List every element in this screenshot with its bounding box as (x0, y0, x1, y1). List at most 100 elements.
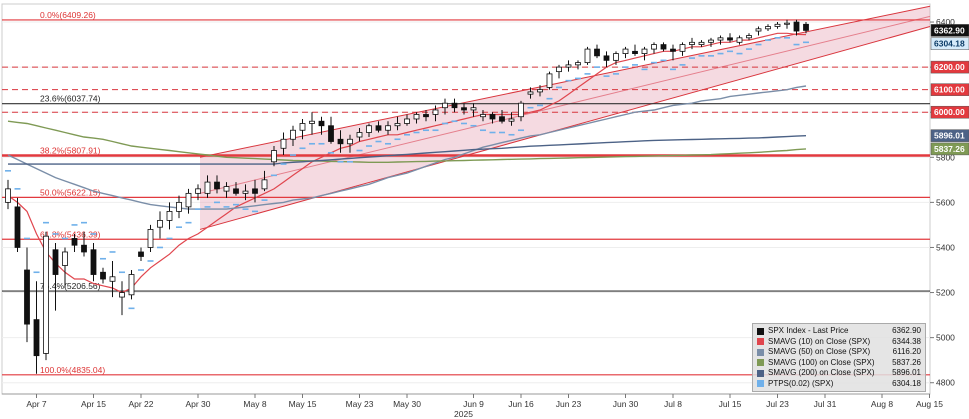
candle (280, 132, 287, 156)
ptps-marker (280, 163, 287, 165)
candle-body (670, 48, 676, 52)
candle-body (442, 102, 448, 109)
candle (318, 116, 325, 135)
x-tick-label: Jul 31 (814, 399, 837, 409)
fib-level-label: 100.0%(4835.04) (40, 365, 105, 375)
candle-body (271, 150, 277, 163)
candle-body (280, 138, 287, 149)
ptps-marker (651, 61, 657, 64)
legend-swatch (757, 359, 764, 367)
candle-body (565, 64, 572, 68)
candle (499, 109, 505, 124)
sma200-tag-text: 5896.01 (934, 131, 965, 141)
sma100-tag-text: 5837.26 (934, 144, 965, 154)
ptps-marker (62, 237, 68, 240)
candle (603, 51, 610, 68)
legend-value: 6344.38 (892, 336, 921, 346)
candle (727, 33, 733, 43)
ptps-tag-box (930, 37, 969, 50)
candle-body (575, 62, 581, 66)
candle (432, 105, 439, 122)
candle (43, 231, 49, 361)
x-year-label: 2025 (454, 409, 473, 419)
candle (347, 134, 353, 153)
candle (660, 42, 667, 52)
candle-body (71, 238, 78, 246)
ptps-marker (746, 48, 752, 50)
candle-body (33, 319, 40, 357)
ptps-marker (81, 221, 87, 224)
y-tick-label: 5200 (936, 288, 955, 298)
legend-value: 5837.26 (892, 357, 921, 367)
candle (784, 19, 790, 29)
candle (717, 35, 724, 45)
candle-body (347, 138, 353, 145)
candle-body (584, 48, 591, 64)
candle (328, 116, 334, 144)
level-tag-text: 6200.00 (934, 62, 965, 72)
legend-label: SMAVG (200) on Close (SPX) (768, 368, 875, 377)
candle-body (527, 91, 534, 95)
ptps-marker (537, 104, 543, 107)
candle-body (62, 251, 68, 266)
candle-body (328, 125, 334, 142)
ptps-marker (328, 151, 334, 154)
ptps-marker (413, 131, 420, 134)
last-price-tag-box (930, 24, 969, 37)
candle-body (299, 123, 306, 131)
candle-body (5, 188, 11, 203)
last-price-tag-text: 6362.90 (934, 25, 965, 35)
candle (423, 109, 429, 122)
candle-body (698, 41, 705, 45)
candle-body (641, 48, 648, 54)
candle (641, 46, 648, 61)
candle (119, 281, 125, 316)
level-tag-box (930, 105, 969, 119)
candle (100, 267, 106, 284)
candle-body (508, 118, 515, 122)
ptps-marker (793, 43, 800, 46)
candle (195, 184, 201, 201)
candle-body (128, 274, 135, 296)
legend-entry-sma50: SMAVG (50) on Close (SPX) 6116.20 (757, 347, 921, 358)
x-tick-label: Jun 16 (508, 399, 534, 409)
candle (366, 123, 372, 138)
ptps-marker (309, 142, 315, 145)
ptps-marker (489, 131, 496, 134)
candle (508, 112, 515, 126)
candle-body (461, 107, 467, 111)
candle (765, 24, 771, 32)
candle (755, 26, 762, 36)
legend-value: 5896.01 (892, 368, 921, 377)
candle (480, 109, 486, 122)
candle (527, 87, 534, 99)
ptps-marker (480, 129, 486, 132)
candle-body (242, 190, 249, 194)
candle (242, 184, 249, 201)
candle-body (43, 235, 49, 354)
fib-level-label: 61.8%(5436.39) (40, 229, 101, 239)
ptps-marker (128, 307, 135, 310)
candle (622, 46, 629, 59)
candle-body (52, 249, 59, 275)
ptps-marker (603, 75, 610, 77)
fib-level-label: 23.6%(6037.74) (40, 94, 101, 104)
candle (109, 260, 116, 298)
ptps-marker (223, 206, 230, 208)
ptps-marker (442, 122, 448, 125)
legend-entry-sma100: SMAVG (100) on Close (SPX) 5837.26 (757, 358, 921, 369)
candle (594, 44, 600, 59)
legend-value: 6116.20 (892, 347, 921, 356)
ptps-marker (43, 221, 49, 224)
legend-entry-ptps: PTPS(0.02) (SPX) 6304.18 (757, 379, 921, 390)
candle (404, 114, 410, 126)
ptps-marker (24, 237, 30, 240)
y-tick-label: 5000 (936, 333, 955, 343)
ptps-marker (14, 188, 21, 190)
candle-body (518, 102, 524, 118)
candle (584, 46, 591, 65)
fib-level-label: 0.0%(6409.26) (40, 10, 96, 20)
candle-body (708, 39, 714, 43)
candle (147, 224, 154, 252)
ptps-marker (100, 257, 106, 260)
